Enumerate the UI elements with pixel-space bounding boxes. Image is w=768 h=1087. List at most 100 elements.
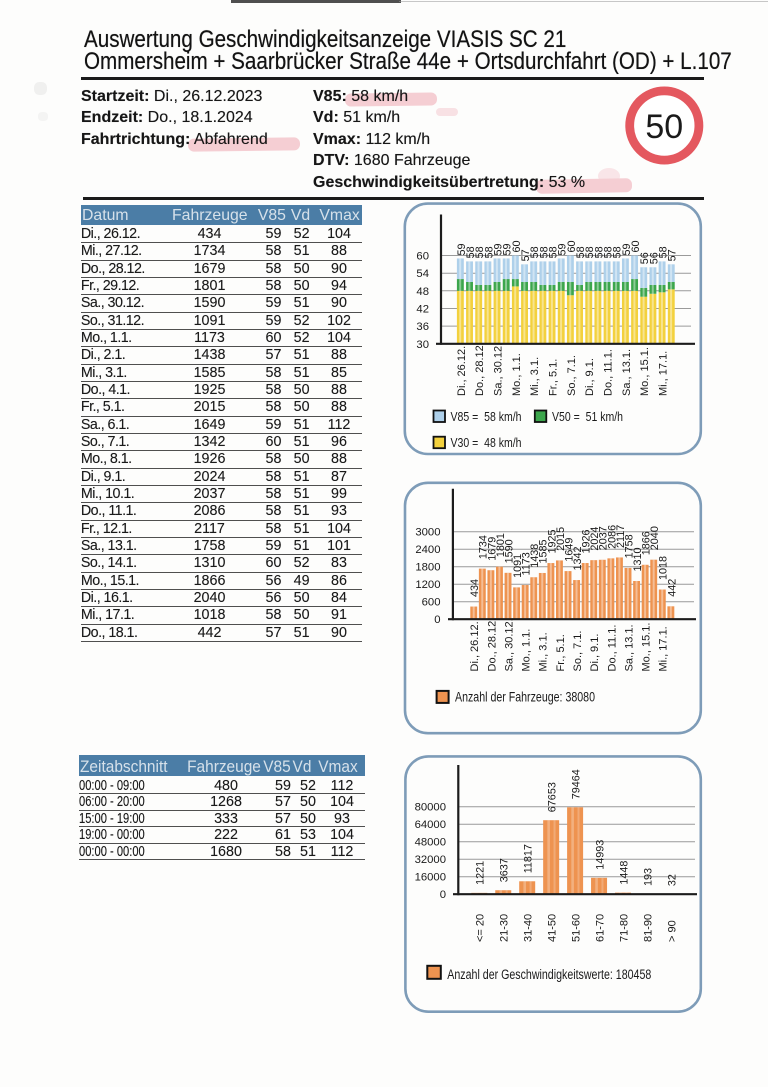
svg-text:1801: 1801 [495,533,507,557]
svg-text:Sa., 30.12.: Sa., 30.12. [492,343,504,396]
svg-text:1448: 1448 [618,861,630,885]
svg-text:Sa., 13.1.: Sa., 13.1. [621,349,633,396]
svg-text:71-80: 71-80 [618,914,630,942]
svg-text:So., 7.1.: So., 7.1. [566,355,578,396]
svg-text:60: 60 [566,240,578,252]
svg-text:Di., 26.12.: Di., 26.12. [469,621,481,671]
svg-text:1091: 1091 [512,554,524,578]
svg-text:Fr., 5.1.: Fr., 5.1. [547,359,559,396]
svg-text:V30 = 48 km/h: V30 = 48 km/h [451,435,522,450]
svg-text:1438: 1438 [529,544,541,568]
svg-text:54: 54 [416,268,429,280]
svg-text:58: 58 [547,246,559,258]
svg-text:Di., 9.1.: Di., 9.1. [589,634,601,672]
svg-text:3000: 3000 [415,527,440,539]
svg-text:Do., 28.12.: Do., 28.12. [474,342,486,396]
svg-text:58: 58 [529,246,541,258]
svg-text:31-40: 31-40 [523,914,535,942]
svg-text:41-50: 41-50 [547,914,559,942]
svg-text:57: 57 [667,249,679,261]
svg-text:79464: 79464 [571,769,583,799]
svg-text:1590: 1590 [503,539,515,563]
svg-text:58: 58 [465,246,477,258]
svg-text:1800: 1800 [415,562,440,574]
svg-text:48: 48 [416,286,429,298]
svg-text:57: 57 [520,249,532,261]
svg-text:58: 58 [538,246,550,258]
svg-text:193: 193 [642,868,654,886]
svg-text:1649: 1649 [563,538,575,562]
svg-text:59: 59 [492,243,504,255]
svg-text:1866: 1866 [641,531,653,555]
svg-text:2117: 2117 [615,525,627,548]
svg-text:3637: 3637 [499,858,511,882]
svg-text:Mo., 1.1.: Mo., 1.1. [521,629,533,672]
svg-text:80000: 80000 [415,802,446,814]
svg-text:59: 59 [621,243,633,255]
svg-text:42: 42 [416,304,429,316]
svg-text:16000: 16000 [415,872,446,884]
svg-text:58: 58 [593,246,605,258]
svg-text:1173: 1173 [521,552,533,575]
svg-text:58: 58 [575,246,587,258]
svg-text:2086: 2086 [606,525,618,549]
svg-text:1310: 1310 [632,547,644,571]
svg-text:59: 59 [557,243,569,255]
svg-text:58: 58 [657,246,669,258]
svg-text:58: 58 [584,246,596,258]
svg-text:1342: 1342 [572,547,584,571]
svg-text:11817: 11817 [523,844,535,873]
svg-text:58: 58 [602,246,614,258]
svg-text:60: 60 [630,240,642,252]
svg-text:Fr., 5.1.: Fr., 5.1. [555,634,567,671]
svg-text:1758: 1758 [623,534,635,558]
svg-text:56: 56 [639,252,651,264]
svg-text:14993: 14993 [594,840,606,870]
svg-text:1734: 1734 [478,535,490,559]
svg-text:1018: 1018 [658,556,670,580]
svg-text:58: 58 [612,246,624,258]
svg-text:21-30: 21-30 [499,914,511,942]
svg-text:Do., 11.1.: Do., 11.1. [606,625,618,672]
svg-text:58: 58 [474,246,486,258]
svg-text:> 90: > 90 [666,920,678,942]
svg-text:1200: 1200 [415,579,440,591]
svg-text:32000: 32000 [415,854,446,866]
svg-text:0: 0 [434,614,440,626]
svg-text:Mi., 3.1.: Mi., 3.1. [538,632,550,671]
svg-text:Anzahl der Geschwindigkeitswer: Anzahl der Geschwindigkeitswerte: 180458 [447,967,651,982]
svg-text:67653: 67653 [547,782,559,812]
svg-text:Do., 11.1.: Do., 11.1. [602,349,614,396]
svg-text:So., 7.1.: So., 7.1. [572,631,584,672]
svg-text:60: 60 [511,240,523,252]
svg-text:Di., 9.1.: Di., 9.1. [584,358,596,396]
svg-text:0: 0 [440,889,446,901]
svg-text:Anzahl der Fahrzeuge: 38080: Anzahl der Fahrzeuge: 38080 [455,690,595,705]
svg-text:1221: 1221 [475,861,487,885]
svg-text:Mi., 17.1.: Mi., 17.1. [657,351,669,396]
svg-text:56: 56 [648,252,660,264]
svg-text:32: 32 [666,874,678,886]
svg-text:64000: 64000 [415,819,446,831]
svg-text:Di., 26.12.: Di., 26.12. [456,346,468,396]
svg-text:59: 59 [456,243,468,255]
svg-text:Do., 28.12.: Do., 28.12. [486,618,498,672]
svg-text:81-90: 81-90 [642,914,654,942]
svg-text:Sa., 13.1.: Sa., 13.1. [623,624,635,671]
svg-text:V50 = 51 km/h: V50 = 51 km/h [552,409,623,424]
svg-text:2024: 2024 [589,527,601,551]
svg-text:1926: 1926 [581,529,593,553]
svg-text:<= 20: <= 20 [475,914,487,942]
svg-text:Mi., 17.1.: Mi., 17.1. [658,626,670,671]
svg-text:1585: 1585 [538,539,550,563]
svg-text:60: 60 [416,251,429,263]
svg-text:Mo., 1.1.: Mo., 1.1. [511,353,523,396]
svg-text:2037: 2037 [598,526,610,550]
svg-text:2400: 2400 [415,544,440,556]
svg-text:36: 36 [416,321,429,333]
svg-text:2015: 2015 [555,527,567,551]
svg-text:30: 30 [416,339,429,351]
svg-text:Mi., 3.1.: Mi., 3.1. [529,357,541,396]
svg-text:Mo., 15.1.: Mo., 15.1. [639,347,651,396]
svg-text:Sa., 30.12.: Sa., 30.12. [503,618,515,671]
